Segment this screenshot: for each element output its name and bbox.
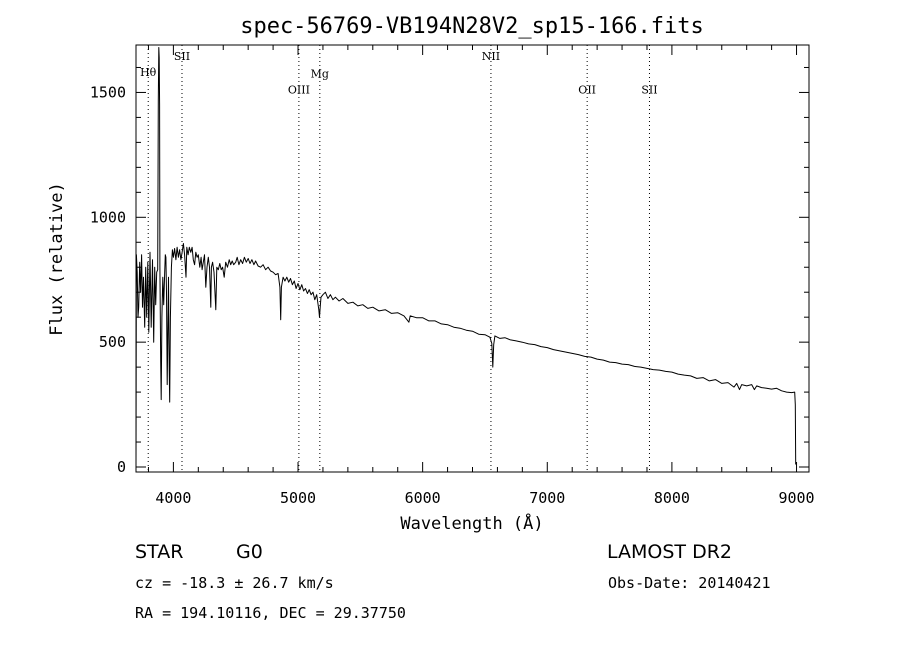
reference-line-label: NII — [482, 50, 500, 63]
x-tick-label: 4000 — [155, 489, 191, 507]
coordinates-text: RA = 194.10116, DEC = 29.37750 — [135, 604, 406, 622]
x-tick-label: 6000 — [405, 489, 441, 507]
reference-line-label: Mg — [311, 67, 329, 80]
reference-line-label: OIII — [288, 84, 310, 97]
spectrum-series — [135, 47, 797, 468]
reference-line-label: SII — [641, 84, 657, 97]
reference-line-label: SII — [174, 50, 190, 63]
y-tick-label: 1000 — [90, 208, 126, 226]
axis-ticks: 4000 5000 6000 7000 8000 9000 0 500 1000 1500 — [90, 45, 815, 507]
survey-name: LAMOST DR2 — [607, 541, 732, 563]
x-tick-label: 8000 — [654, 489, 690, 507]
obs-date-text: Obs-Date: 20140421 — [608, 574, 771, 592]
y-tick-label: 0 — [117, 458, 126, 476]
x-axis-label: Wavelength (Å) — [400, 512, 543, 534]
x-tick-label: 5000 — [280, 489, 316, 507]
redshift-text: cz = -18.3 ± 26.7 km/s — [135, 574, 334, 592]
spectrum-line — [135, 47, 797, 468]
reference-line-label: OII — [578, 84, 596, 97]
y-axis-label: Flux (relative) — [47, 182, 67, 336]
x-tick-label: 7000 — [529, 489, 565, 507]
reference-line-label: Hθ — [140, 66, 157, 79]
y-tick-label: 1500 — [90, 83, 126, 101]
y-tick-label: 500 — [99, 333, 126, 351]
x-tick-label: 9000 — [778, 489, 814, 507]
chart-title: spec-56769-VB194N28V2_sp15-166.fits — [240, 14, 704, 39]
object-class: STAR — [135, 541, 184, 563]
spectral-subclass: G0 — [236, 541, 263, 563]
